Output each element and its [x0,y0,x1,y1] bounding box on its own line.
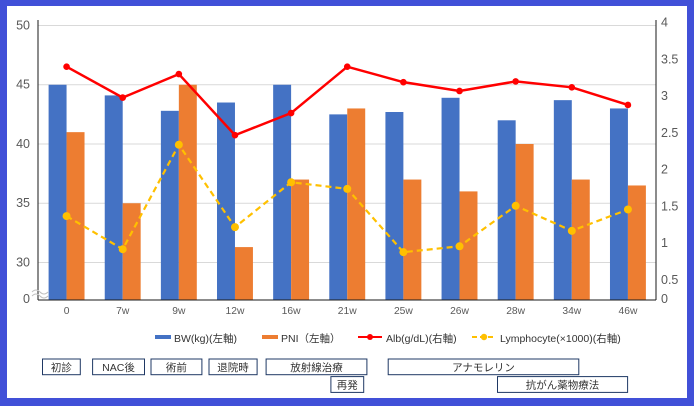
svg-text:2: 2 [661,163,668,177]
svg-text:再発: 再発 [337,379,358,392]
svg-text:50: 50 [16,19,30,33]
svg-text:0: 0 [64,306,70,317]
svg-text:21w: 21w [338,306,357,317]
svg-text:アナモレリン: アナモレリン [452,362,515,374]
svg-text:Alb(g/dL)(右軸): Alb(g/dL)(右軸) [386,332,457,345]
svg-text:45: 45 [16,78,30,92]
svg-text:4: 4 [661,15,668,29]
svg-text:0.5: 0.5 [661,273,678,287]
svg-text:放射線治療: 放射線治療 [290,361,343,374]
svg-text:40: 40 [16,137,30,151]
svg-text:12w: 12w [226,306,245,317]
svg-text:30: 30 [16,256,30,270]
svg-text:BW(kg)(左軸): BW(kg)(左軸) [174,332,237,345]
svg-text:7w: 7w [116,306,130,317]
svg-text:3: 3 [661,89,668,103]
svg-text:PNI（左軸）: PNI（左軸） [281,332,341,345]
svg-text:2.5: 2.5 [661,126,678,140]
svg-text:28w: 28w [506,306,525,317]
svg-text:Lymphocyte(×1000)(右軸): Lymphocyte(×1000)(右軸) [500,332,621,345]
svg-text:0: 0 [23,292,30,306]
svg-text:0: 0 [661,292,668,306]
svg-text:34w: 34w [562,306,581,317]
svg-text:退院時: 退院時 [217,361,249,374]
svg-text:25w: 25w [394,306,413,317]
svg-text:26w: 26w [450,306,469,317]
svg-text:NAC後: NAC後 [102,361,135,374]
svg-text:46w: 46w [618,306,637,317]
svg-text:1.5: 1.5 [661,199,678,213]
svg-text:初診: 初診 [51,361,72,374]
svg-text:1: 1 [661,236,668,250]
svg-text:9w: 9w [172,306,186,317]
svg-text:16w: 16w [282,306,301,317]
svg-text:35: 35 [16,196,30,210]
svg-text:術前: 術前 [166,361,187,374]
svg-text:抗がん薬物療法: 抗がん薬物療法 [526,379,600,392]
svg-text:3.5: 3.5 [661,52,678,66]
